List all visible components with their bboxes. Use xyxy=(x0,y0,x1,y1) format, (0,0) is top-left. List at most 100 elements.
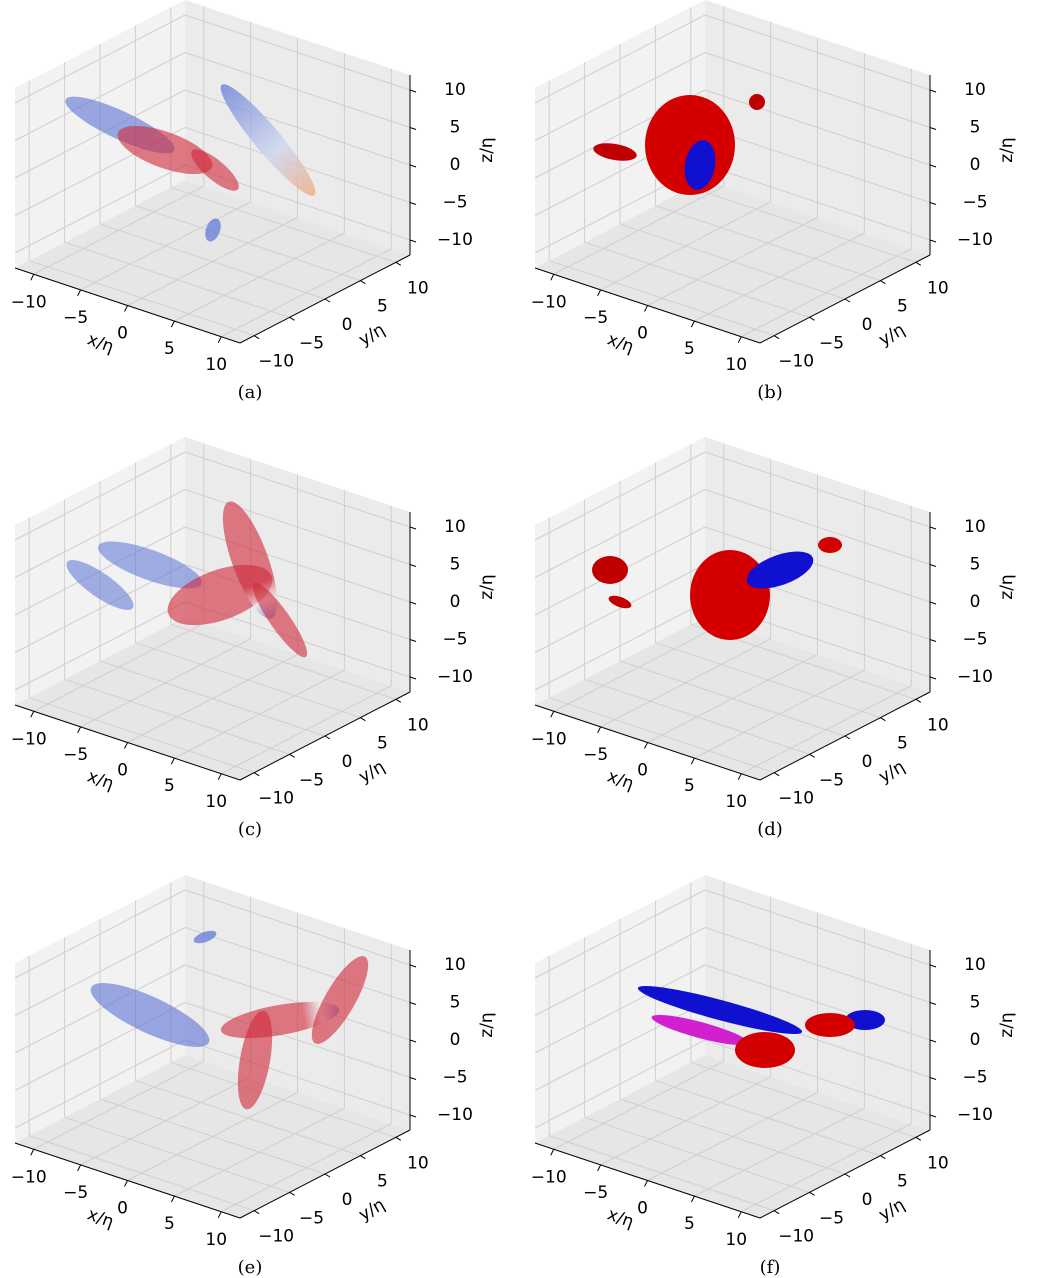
y-tick-label: 5 xyxy=(377,297,388,317)
z-axis-label: z/η xyxy=(997,1012,1017,1037)
z-tick-label: −5 xyxy=(962,630,987,650)
x-axis-label: x/η xyxy=(605,767,637,795)
tick-mark xyxy=(930,1003,936,1005)
tick-mark xyxy=(691,758,694,764)
y-tick-label: 5 xyxy=(377,1172,388,1192)
tick-mark xyxy=(930,1078,936,1080)
y-tick-label: 0 xyxy=(342,1190,353,1210)
y-tick-label: 0 xyxy=(862,1190,873,1210)
caption: (f) xyxy=(760,1257,781,1278)
tick-mark xyxy=(410,203,416,205)
tick-mark xyxy=(738,1212,741,1218)
x-axis-label: x/η xyxy=(605,330,637,358)
x-tick-label: 5 xyxy=(684,1214,695,1234)
isosurface xyxy=(690,550,770,640)
x-tick-label: 0 xyxy=(637,324,648,344)
tick-mark xyxy=(551,711,554,717)
tick-mark xyxy=(551,1149,554,1155)
y-tick-label: 10 xyxy=(407,715,429,735)
tick-mark xyxy=(290,754,295,757)
tick-mark xyxy=(410,1115,416,1117)
tick-mark xyxy=(218,337,221,343)
x-tick-label: 10 xyxy=(725,1230,747,1250)
y-tick-label: −10 xyxy=(258,352,294,372)
tick-mark xyxy=(845,1174,850,1177)
tick-mark xyxy=(410,677,416,679)
y-axis-label: y/η xyxy=(355,757,388,788)
x-tick-label: −5 xyxy=(63,1183,88,1203)
z-tick-label: −5 xyxy=(962,1068,987,1088)
tick-mark xyxy=(551,274,554,280)
z-axis-label: z/η xyxy=(477,1012,497,1037)
z-tick-label: −5 xyxy=(962,193,987,213)
tick-mark xyxy=(410,527,416,529)
tick-mark xyxy=(125,743,128,749)
y-tick-label: −5 xyxy=(299,333,324,353)
z-tick-label: 10 xyxy=(964,517,986,537)
tick-mark xyxy=(916,699,921,702)
tick-mark xyxy=(290,317,295,320)
z-axis-label: z/η xyxy=(997,574,1017,599)
tick-mark xyxy=(930,1115,936,1117)
tick-mark xyxy=(125,1181,128,1187)
z-tick-label: −5 xyxy=(442,193,467,213)
x-tick-label: 0 xyxy=(637,761,648,781)
x-axis-label: x/η xyxy=(605,1205,637,1233)
x-tick-label: −5 xyxy=(63,308,88,328)
tick-mark xyxy=(218,1212,221,1218)
tick-mark xyxy=(774,773,779,776)
x-tick-label: 0 xyxy=(637,1199,648,1219)
tick-mark xyxy=(916,262,921,265)
tick-mark xyxy=(325,299,330,302)
y-tick-label: −5 xyxy=(819,770,844,790)
z-tick-label: −5 xyxy=(442,630,467,650)
tick-mark xyxy=(880,1156,885,1159)
panel: −10−50510−10−50510−10−50510x/ηy/ηz/η(e) xyxy=(11,875,497,1278)
x-tick-label: −5 xyxy=(583,1183,608,1203)
tick-mark xyxy=(738,337,741,343)
tick-mark xyxy=(930,640,936,642)
tick-mark xyxy=(396,262,401,265)
x-tick-label: 0 xyxy=(117,324,128,344)
tick-mark xyxy=(930,602,936,604)
x-tick-label: 5 xyxy=(684,776,695,796)
tick-mark xyxy=(930,165,936,167)
y-axis-label: y/η xyxy=(875,757,908,788)
tick-mark xyxy=(810,317,815,320)
tick-mark xyxy=(410,90,416,92)
z-tick-label: 10 xyxy=(444,80,466,100)
y-tick-label: −5 xyxy=(299,770,324,790)
tick-mark xyxy=(410,1003,416,1005)
z-tick-label: 10 xyxy=(444,517,466,537)
tick-mark xyxy=(410,965,416,967)
z-tick-label: 0 xyxy=(970,1030,981,1050)
tick-mark xyxy=(930,128,936,130)
z-tick-label: −10 xyxy=(957,1105,993,1125)
tick-mark xyxy=(880,281,885,284)
y-axis-label: y/η xyxy=(355,1195,388,1226)
tick-mark xyxy=(171,758,174,764)
tick-mark xyxy=(396,1137,401,1140)
tick-mark xyxy=(410,1040,416,1042)
isosurface xyxy=(805,1013,855,1037)
x-tick-label: −10 xyxy=(531,1167,567,1187)
panel: −10−50510−10−50510−10−50510x/ηy/ηz/η(b) xyxy=(531,0,1017,403)
tick-mark xyxy=(930,1040,936,1042)
x-axis-label: x/η xyxy=(85,330,117,358)
x-tick-label: −10 xyxy=(11,729,47,749)
tick-mark xyxy=(410,1078,416,1080)
tick-mark xyxy=(410,240,416,242)
caption: (b) xyxy=(757,382,783,403)
tick-mark xyxy=(125,306,128,312)
caption: (e) xyxy=(238,1257,263,1278)
tick-mark xyxy=(254,1211,259,1214)
z-tick-label: 5 xyxy=(970,993,981,1013)
x-axis-label: x/η xyxy=(85,767,117,795)
tick-mark xyxy=(254,773,259,776)
y-tick-label: 5 xyxy=(377,734,388,754)
z-tick-label: 5 xyxy=(450,555,461,575)
tick-mark xyxy=(360,281,365,284)
x-tick-label: −10 xyxy=(531,729,567,749)
tick-mark xyxy=(360,1156,365,1159)
caption: (c) xyxy=(238,819,262,840)
